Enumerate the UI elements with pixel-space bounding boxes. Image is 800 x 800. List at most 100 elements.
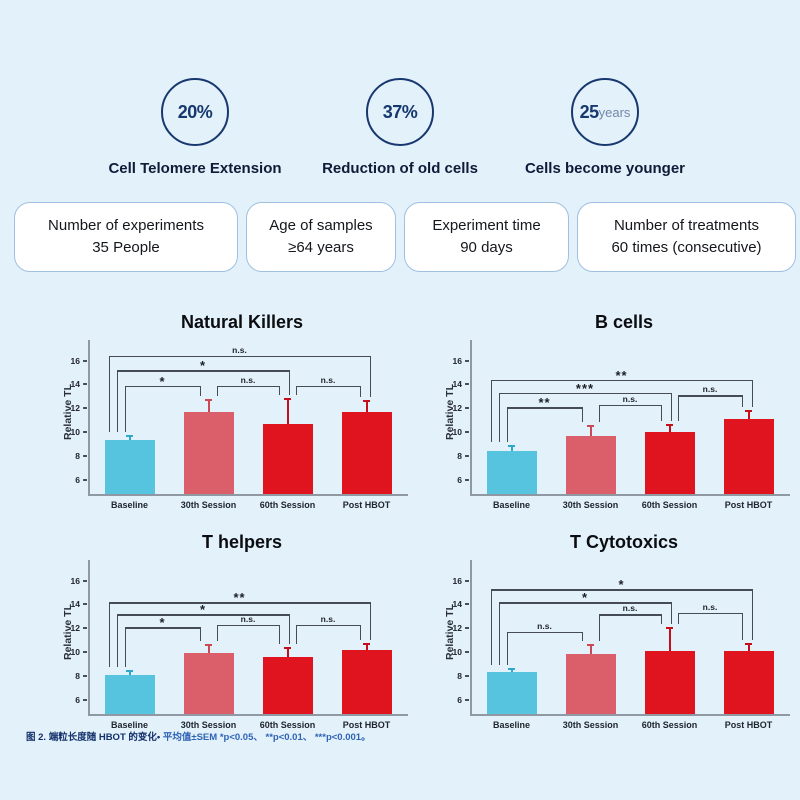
significance-bracket-leg (741, 395, 743, 407)
significance-bracket-top (677, 612, 743, 615)
stat-cells-younger: 25 years Cells become younger (503, 78, 708, 177)
y-tick-mark (83, 478, 87, 481)
significance-label: n.s. (537, 620, 552, 631)
significance-bracket-leg (288, 370, 290, 395)
significance-bracket-top (490, 379, 753, 382)
y-tick-mark (465, 651, 469, 654)
stat-suffix: years (598, 104, 631, 120)
y-tick-mark (83, 674, 87, 677)
bar (644, 650, 695, 714)
y-tick-label: 6 (457, 694, 462, 705)
significance-label: * (159, 373, 166, 389)
card-title: Experiment time (432, 216, 541, 234)
significance-bracket-leg (108, 602, 110, 667)
x-category-label: 30th Session (562, 500, 619, 510)
y-tick-label: 6 (75, 694, 80, 705)
card-experiment-time: Experiment time 90 days (404, 202, 569, 272)
significance-bracket-leg (490, 589, 492, 665)
y-tick-label: 10 (452, 647, 462, 658)
x-category-label: Baseline (110, 720, 149, 730)
y-tick-mark (83, 454, 87, 457)
bar (341, 649, 392, 714)
x-axis-line (470, 494, 790, 496)
significance-bracket-top (295, 385, 361, 388)
y-tick-mark (465, 454, 469, 457)
bar (565, 654, 616, 714)
caption-significance-key: 平均值±SEM *p<0.05、 **p<0.01、 ***p<0.001。 (160, 732, 371, 743)
significance-bracket-leg (598, 614, 600, 641)
error-bar-cap (745, 642, 752, 645)
significance-bracket-top (506, 407, 583, 409)
y-axis-line (470, 560, 472, 716)
y-tick-label: 16 (70, 575, 80, 586)
significance-bracket-top (116, 370, 290, 372)
error-bar-cap (508, 667, 515, 670)
error-bar-cap (363, 642, 370, 645)
significance-bracket-leg (216, 624, 218, 641)
significance-bracket-top (124, 627, 201, 629)
significance-bracket-leg (124, 627, 126, 667)
significance-bracket-leg (278, 624, 280, 644)
y-tick-mark (465, 627, 469, 630)
significance-label: ** (538, 395, 551, 411)
y-tick-mark (83, 651, 87, 654)
y-tick-mark (465, 359, 469, 362)
x-category-label: 60th Session (641, 500, 698, 510)
error-bar (286, 647, 289, 657)
y-axis-line (88, 340, 90, 496)
x-category-label: Baseline (492, 720, 531, 730)
card-value: 90 days (460, 239, 513, 256)
y-tick-mark (83, 698, 87, 701)
y-tick-label: 16 (452, 575, 462, 586)
x-category-label: Post HBOT (342, 720, 391, 730)
stat-value: 25 (579, 101, 600, 122)
error-bar-cap (126, 669, 133, 672)
significance-bracket-leg (598, 404, 600, 423)
error-bar (589, 644, 592, 655)
significance-bracket-top (506, 631, 583, 634)
significance-bracket-leg (581, 631, 583, 641)
significance-bracket-top (124, 385, 201, 388)
significance-bracket-leg (295, 624, 297, 644)
error-bar (510, 446, 513, 452)
bar (341, 411, 392, 494)
error-bar (747, 410, 750, 419)
error-bar (207, 644, 210, 654)
error-bar (510, 668, 513, 673)
bar (262, 656, 313, 714)
significance-label: * (618, 577, 625, 592)
y-tick-label: 10 (452, 427, 462, 438)
significance-label: n.s. (622, 603, 638, 613)
significance-bracket-top (498, 602, 672, 604)
stat-value: 20% (177, 101, 213, 122)
stat-label: Cells become younger (524, 160, 686, 177)
x-axis-line (470, 714, 790, 716)
significance-bracket-top (295, 624, 361, 627)
x-category-label: Post HBOT (724, 500, 773, 510)
x-category-label: 60th Session (259, 500, 316, 510)
significance-bracket-leg (506, 631, 508, 665)
bar (723, 650, 774, 714)
significance-bracket-top (108, 602, 371, 604)
y-tick-label: 14 (70, 379, 80, 390)
error-bar-cap (587, 425, 594, 428)
chart-title: Natural Killers (180, 312, 304, 332)
card-value: 60 times (consecutive) (611, 239, 762, 256)
significance-bracket-leg (288, 614, 290, 644)
significance-bracket-top (490, 589, 753, 591)
significance-label: n.s. (702, 384, 718, 395)
y-axis-line (88, 560, 90, 716)
significance-bracket-leg (116, 614, 118, 667)
significance-bracket-top (108, 355, 371, 358)
bar (565, 435, 616, 494)
significance-label: * (199, 358, 207, 374)
significance-bracket-leg (581, 407, 583, 423)
stats-row: 20% Cell Telomere Extension 37% Reductio… (0, 78, 800, 177)
error-bar (747, 643, 750, 651)
x-category-label: 60th Session (259, 720, 316, 730)
y-tick-mark (83, 407, 87, 410)
card-value: 35 People (92, 239, 160, 256)
error-bar (668, 628, 671, 651)
stat-circle: 25 years (571, 78, 639, 146)
significance-bracket-top (216, 385, 280, 388)
